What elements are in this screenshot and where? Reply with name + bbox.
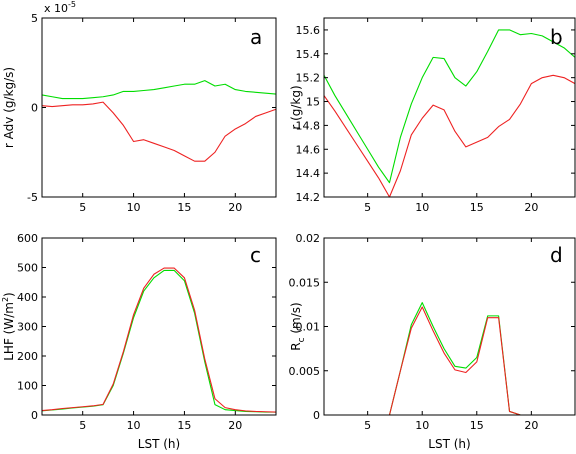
y-tick-label-d: 0 [313,409,320,422]
x-tick-label-b: 20 [524,201,538,214]
plot-frame-a [41,17,277,198]
series-line-b-0 [323,29,576,184]
panel-letter-c: c [250,243,261,267]
x-tick-label-a: 15 [177,201,191,214]
x-tick-label-d: 5 [364,419,371,432]
y-tick-label-b: 14.8 [296,119,321,132]
x-tick-label-b: 5 [364,201,371,214]
y-tick-label-d: 0.02 [296,232,321,245]
y-tick-label-c: 600 [17,232,38,245]
y-tick-label-c: 200 [17,350,38,363]
x-tick-label-d: 10 [415,419,429,432]
x-tick-label-c: 15 [177,419,191,432]
panel-letter-b: b [550,25,563,49]
y-tick-label-a: 0 [31,102,38,115]
x-axis-label-c: LST (h) [138,437,180,451]
y-tick-label-d: 0.005 [289,365,321,378]
panel-b: 5 10 15 20 14.2 14.4 14.6 14.8 15 15.2 15.4 15.6 b r … [289,17,576,214]
y-tick-label-b: 15 [306,96,320,109]
y-tick-label-d: 0.01 [296,321,321,334]
y-tick-label-c: 300 [17,321,38,334]
plot-frame-d [323,237,576,416]
series-line-d-1 [324,306,575,416]
y-tick-label-c: 500 [17,262,38,275]
y-tick-label-b: 14.4 [296,167,321,180]
series-line-a-0 [41,80,277,100]
x-tick-label-b: 15 [470,201,484,214]
y-tick-label-a: 5 [31,12,38,25]
y-tick-label-c: 100 [17,380,38,393]
y-tick-label-b: 14.6 [296,143,321,156]
x-tick-label-c: 20 [228,419,242,432]
x-tick-label-a: 20 [228,201,242,214]
series-line-c-1 [41,267,277,413]
y-axis-label-a: r Adv (g/kg/s) [2,67,16,148]
panel-a: 5 10 15 20 -5 0 5 a r Adv (g/kg/s) x 10-5 [2,0,277,214]
y-axis-label-c: LHF (W/m2) [1,292,16,361]
x-tick-label-a: 5 [79,201,86,214]
series-line-b-1 [323,74,576,198]
x-tick-label-d: 15 [470,419,484,432]
y-tick-label-a: -5 [27,191,38,204]
plot-frame-c [41,237,277,416]
y-tick-label-c: 400 [17,291,38,304]
series-line-a-1 [41,101,277,162]
y-tick-label-b: 15.4 [296,48,321,61]
plot-frame-b [323,17,576,198]
y-tick-label-b: 15.2 [296,72,321,85]
y-axis-label-b: r (g/kg) [289,85,303,129]
series-line-d-0 [324,302,575,416]
x-tick-label-b: 10 [415,201,429,214]
series-line-c-0 [41,269,276,413]
y-tick-label-d: 0.015 [289,276,321,289]
panel-letter-a: a [250,25,262,49]
panel-d: 5 10 15 20 0 0.005 0.01 0.015 0.02 d LST (h) Rc (m/… [289,232,576,451]
x-tick-label-d: 20 [524,419,538,432]
y-axis-label-d: Rc (m/s) [289,302,307,350]
panel-letter-d: d [550,243,563,267]
x-tick-label-c: 5 [79,419,86,432]
y-tick-label-b: 15.6 [296,24,321,37]
y-multiplier-a: x 10-5 [44,0,76,15]
x-axis-label-d: LST (h) [428,437,470,451]
x-tick-label-c: 10 [127,419,141,432]
y-tick-label-b: 14.2 [296,191,321,204]
y-tick-label-c: 0 [31,409,38,422]
x-tick-label-a: 10 [127,201,141,214]
